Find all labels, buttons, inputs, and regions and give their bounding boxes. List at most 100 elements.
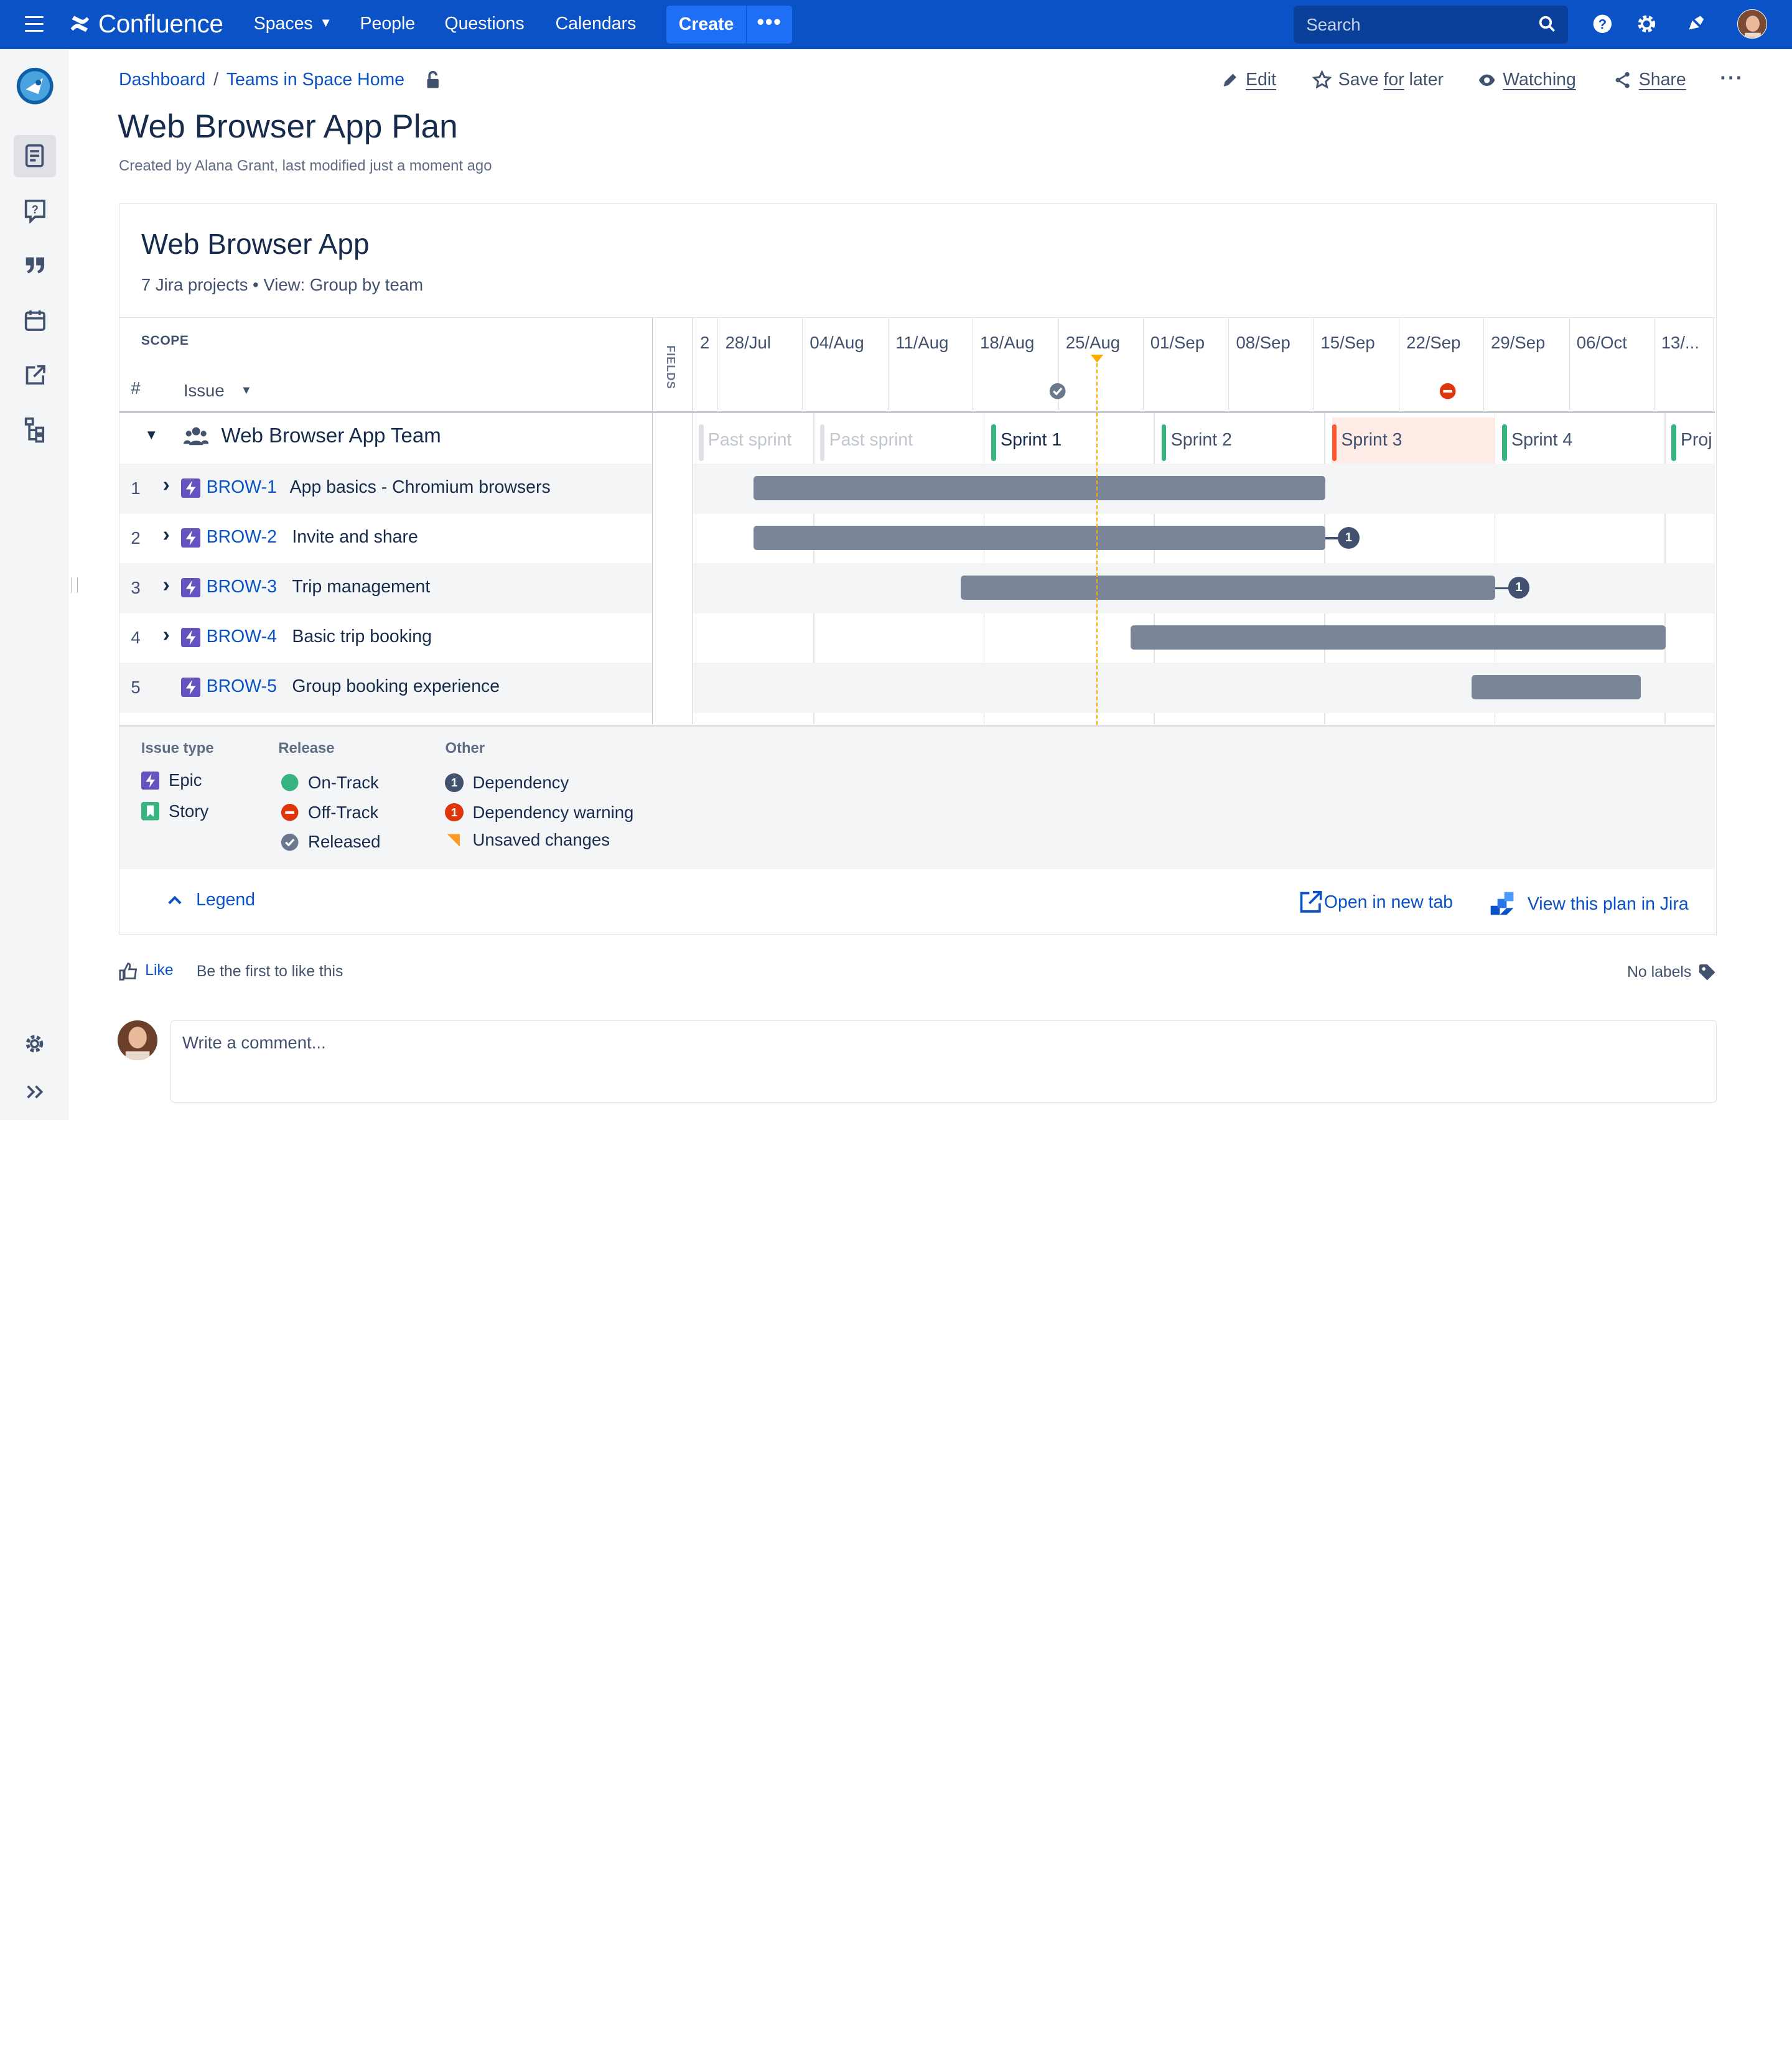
sprint-cell[interactable]: Sprint 3 (1332, 417, 1496, 464)
plan-macro: Web Browser App 7 Jira projects • View: … (119, 203, 1717, 935)
menu-icon[interactable] (25, 16, 44, 32)
chevron-right-icon[interactable]: › (162, 473, 170, 497)
rail-calendar[interactable] (14, 299, 56, 342)
rail-settings[interactable] (14, 1023, 56, 1065)
dependency-badge[interactable]: 1 (1508, 577, 1530, 599)
labels-area[interactable]: No labels (1627, 963, 1717, 981)
sidebar-resize-handle[interactable] (70, 577, 78, 594)
rail-blog[interactable] (14, 245, 56, 287)
fields-column-toggle[interactable]: FIELDS (651, 317, 694, 413)
sprint-cell[interactable]: Past sprint (819, 417, 984, 463)
off-track-marker-icon[interactable] (1439, 382, 1457, 400)
date-column: 08/Sep (1229, 317, 1314, 413)
today-marker-icon (1091, 355, 1104, 363)
rail-shortcuts[interactable] (14, 354, 56, 396)
open-new-tab-link[interactable]: Open in new tab (1298, 890, 1453, 915)
sprint-cell[interactable]: Sprint 2 (1162, 417, 1325, 463)
rail-expand[interactable] (14, 1071, 56, 1113)
team-name[interactable]: Web Browser App Team (221, 424, 441, 448)
sprint-cell[interactable]: Sprint 1 (991, 417, 1155, 463)
issue-row[interactable]: 3 › BROW-3 Trip management 1 (119, 563, 1715, 613)
view-in-jira-link[interactable]: View this plan in Jira (1488, 890, 1689, 920)
share-icon (1616, 72, 1630, 88)
nav-people[interactable]: People (360, 14, 416, 34)
issue-key-link[interactable]: BROW-1 (206, 477, 277, 497)
schedule-bar[interactable] (960, 576, 1496, 600)
nav-spaces[interactable]: Spaces ▼ (254, 14, 332, 34)
issue-column-selector[interactable]: Issue ▼ (184, 381, 252, 401)
schedule-bar[interactable] (1131, 625, 1666, 650)
chevron-right-icon[interactable]: › (162, 623, 170, 646)
unlock-icon[interactable] (424, 70, 442, 89)
nav-spaces-label: Spaces (253, 14, 313, 34)
sprint-cell[interactable]: Proj (1671, 417, 1715, 463)
chevron-right-icon[interactable]: › (162, 573, 170, 597)
schedule-bar[interactable] (754, 476, 1325, 500)
date-column: 06/Oct (1570, 317, 1654, 413)
create-button[interactable]: Create (666, 6, 747, 44)
schedule-bar[interactable] (1471, 675, 1641, 699)
date-label: 22/Sep (1406, 332, 1461, 352)
rail-tree[interactable] (14, 409, 56, 452)
epic-icon (181, 528, 201, 548)
rail-questions[interactable]: ? (14, 190, 56, 232)
rail-pages[interactable] (14, 134, 56, 177)
issue-key-link[interactable]: BROW-3 (206, 577, 277, 597)
legend-epic-label: Epic (168, 770, 202, 790)
space-avatar[interactable] (14, 65, 56, 108)
chevron-down-icon: ▼ (319, 16, 332, 30)
issue-row[interactable]: 2 › BROW-2 Invite and share 1 (119, 513, 1715, 564)
dependency-connector (1495, 587, 1510, 590)
nav-calendars[interactable]: Calendars (555, 14, 637, 34)
legend-on-track-label: On-Track (308, 772, 379, 792)
dependency-badge[interactable]: 1 (1337, 526, 1360, 549)
sprint-cell[interactable]: Sprint 4 (1502, 417, 1664, 463)
breadcrumb-dashboard[interactable]: Dashboard (119, 70, 206, 90)
eye-icon (1478, 74, 1495, 86)
date-column: 11/Aug (889, 317, 974, 413)
legend-toggle[interactable]: Legend (167, 890, 255, 910)
help-icon[interactable]: ? (1591, 12, 1614, 35)
watching-button[interactable]: Watching (1478, 70, 1576, 90)
schedule-bar[interactable] (754, 526, 1325, 550)
share-out-icon (26, 365, 45, 385)
date-label: 15/Sep (1320, 332, 1375, 352)
notifications-icon[interactable] (1684, 12, 1707, 35)
like-label: Like (145, 962, 174, 979)
sprint-cell[interactable]: Past sprint (699, 417, 813, 463)
confluence-logo[interactable]: Confluence (68, 9, 223, 39)
sprint-status-bar (991, 424, 996, 462)
chevron-right-icon[interactable]: › (162, 523, 170, 547)
issue-key-link[interactable]: BROW-4 (206, 627, 277, 647)
fields-column-body (651, 413, 694, 724)
legend-dependency-warning: 1 Dependency warning (445, 803, 633, 823)
edit-button[interactable]: Edit (1221, 70, 1276, 90)
more-actions-icon[interactable]: ··· (1720, 66, 1744, 90)
issue-key-link[interactable]: BROW-5 (206, 676, 277, 697)
legend-story-label: Story (168, 801, 209, 821)
save-for-later-button[interactable]: Save for later (1312, 70, 1444, 90)
user-avatar[interactable] (1737, 9, 1767, 39)
timeline-header: SCOPE # Issue ▼ FIELDS 2 28/Jul 04/Aug 11/A… (119, 317, 1715, 414)
nav-questions[interactable]: Questions (444, 14, 525, 34)
share-button[interactable]: Share (1613, 70, 1686, 90)
date-label: 11/Aug (895, 332, 949, 352)
like-button[interactable]: Like (119, 961, 174, 981)
issue-row[interactable]: 1 › BROW-1 App basics - Chromium browsers (119, 463, 1715, 514)
legend-toggle-label: Legend (196, 889, 256, 910)
search-input[interactable]: Search (1294, 6, 1568, 44)
sprint-label: Sprint 3 (1341, 430, 1402, 450)
breadcrumb-space[interactable]: Teams in Space Home (226, 70, 405, 90)
comment-input[interactable]: Write a comment... (170, 1020, 1717, 1103)
settings-icon[interactable] (1635, 12, 1658, 35)
create-more-button[interactable]: ••• (746, 6, 792, 44)
issue-key-link[interactable]: BROW-2 (206, 526, 277, 547)
sprint-status-bar (1332, 424, 1337, 462)
chevron-down-icon[interactable]: ▼ (144, 427, 159, 443)
star-icon (1312, 70, 1332, 89)
epic-icon (181, 627, 201, 648)
released-marker-icon[interactable] (1048, 382, 1066, 400)
issue-row[interactable]: 5 BROW-5 Group booking experience (119, 663, 1715, 713)
issue-row[interactable]: 4 › BROW-4 Basic trip booking (119, 613, 1715, 663)
date-label: 25/Aug (1065, 332, 1121, 352)
